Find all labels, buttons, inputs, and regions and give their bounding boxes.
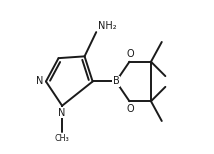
Text: O: O bbox=[126, 49, 134, 59]
Text: N: N bbox=[36, 77, 44, 87]
Text: CH₃: CH₃ bbox=[55, 134, 70, 143]
Text: NH₂: NH₂ bbox=[98, 21, 117, 31]
Text: B: B bbox=[113, 77, 119, 87]
Text: N: N bbox=[58, 107, 66, 118]
Text: O: O bbox=[126, 104, 134, 114]
